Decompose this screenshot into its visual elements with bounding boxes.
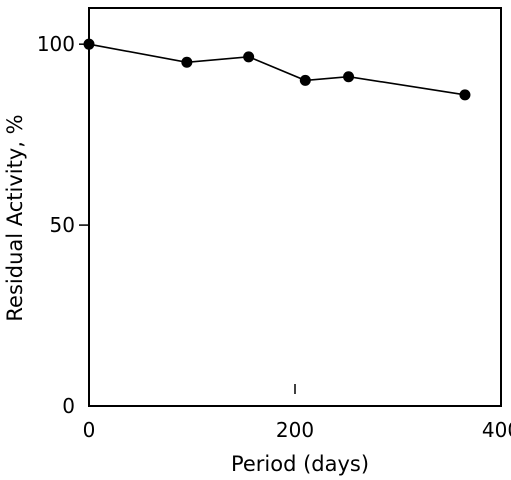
plot-frame <box>88 7 502 407</box>
y-axis-ticks: 0 50 100 <box>37 32 89 418</box>
data-point <box>83 38 95 50</box>
series-line <box>88 43 466 96</box>
y-axis-label: Residual Activity, % <box>3 114 27 321</box>
x-tick-label: 400 <box>482 418 511 442</box>
y-tick-label: 0 <box>62 394 75 418</box>
x-tick-label: 0 <box>83 418 96 442</box>
x-axis-ticks: 0 200 400 <box>83 384 511 442</box>
x-axis-label: Period (days) <box>231 452 369 476</box>
data-point <box>459 89 471 101</box>
data-point <box>299 74 311 86</box>
y-tick-label: 100 <box>37 32 75 56</box>
data-point <box>181 56 193 68</box>
data-point <box>243 51 255 63</box>
series-markers <box>83 38 471 101</box>
y-tick-label: 50 <box>50 213 75 237</box>
data-point <box>343 71 355 83</box>
x-tick-label: 200 <box>276 418 314 442</box>
